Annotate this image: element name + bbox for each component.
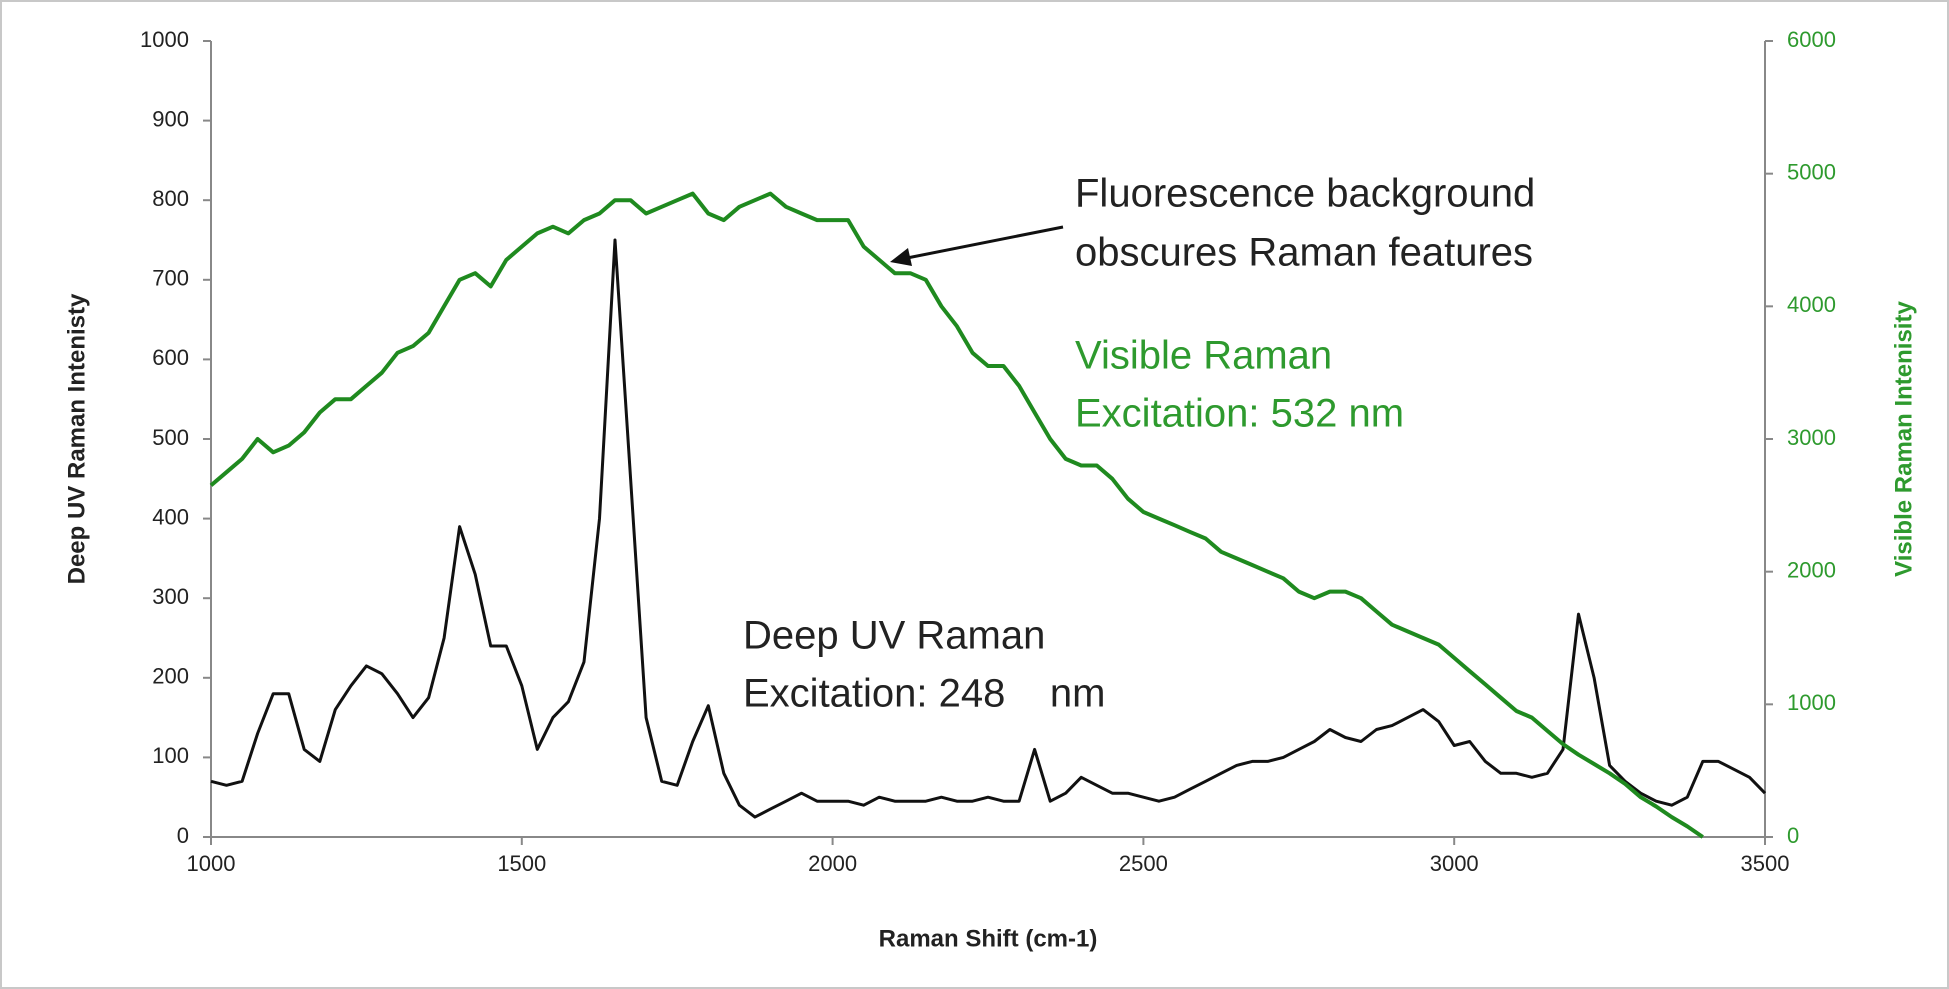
annotation: Deep UV Raman bbox=[743, 614, 1045, 658]
series-line bbox=[209, 191, 1704, 839]
y2-tick-label: 3000 bbox=[1787, 425, 1836, 450]
y2-tick-label: 2000 bbox=[1787, 557, 1836, 582]
annotation: Excitation: 248 nm bbox=[743, 672, 1105, 716]
arrow-shaft bbox=[901, 225, 1064, 261]
y-tick-label: 100 bbox=[152, 743, 189, 768]
y2-tick-label: 5000 bbox=[1787, 159, 1836, 184]
y-tick-label: 400 bbox=[152, 504, 189, 529]
y2-tick-label: 6000 bbox=[1787, 27, 1836, 52]
x-tick-label: 1000 bbox=[187, 851, 236, 876]
arrow bbox=[890, 225, 1064, 266]
y-tick-label: 800 bbox=[152, 186, 189, 211]
x-tick-label: 3000 bbox=[1430, 851, 1479, 876]
lines bbox=[209, 191, 1767, 839]
y-tick-label: 900 bbox=[152, 106, 189, 131]
axes: 1000 1500 2000 2500 3000 3500 0 100 200 300 400 500… bbox=[140, 27, 1836, 876]
y-tick-label: 200 bbox=[152, 664, 189, 689]
annotation: Excitation: 532 nm bbox=[1075, 392, 1404, 436]
y2-tick-label: 1000 bbox=[1787, 690, 1836, 715]
annotation: Fluorescence background bbox=[1075, 172, 1535, 216]
x-axis-title: Raman Shift (cm-1) bbox=[879, 925, 1098, 952]
y2-tick-label: 4000 bbox=[1787, 292, 1836, 317]
annotation: Visible Raman bbox=[1075, 334, 1332, 378]
x-tick-label: 3500 bbox=[1741, 851, 1790, 876]
y-tick-label: 300 bbox=[152, 584, 189, 609]
y-tick-label: 500 bbox=[152, 425, 189, 450]
y2-axis-title: Visible Raman Intenisity bbox=[1890, 301, 1917, 577]
arrow-head bbox=[890, 248, 912, 266]
y-tick-label: 600 bbox=[152, 345, 189, 370]
x-tick-label: 2500 bbox=[1119, 851, 1168, 876]
annotation: obscures Raman features bbox=[1075, 231, 1533, 275]
y-tick-label: 1000 bbox=[140, 27, 189, 52]
y-axis-title: Deep UV Raman Intenisty bbox=[63, 293, 90, 584]
y-tick-label: 700 bbox=[152, 266, 189, 291]
y2-tick-label: 0 bbox=[1787, 823, 1799, 848]
y-tick-label: 0 bbox=[177, 823, 189, 848]
series-line bbox=[210, 238, 1767, 819]
x-tick-label: 1500 bbox=[497, 851, 546, 876]
x-tick-label: 2000 bbox=[808, 851, 857, 876]
